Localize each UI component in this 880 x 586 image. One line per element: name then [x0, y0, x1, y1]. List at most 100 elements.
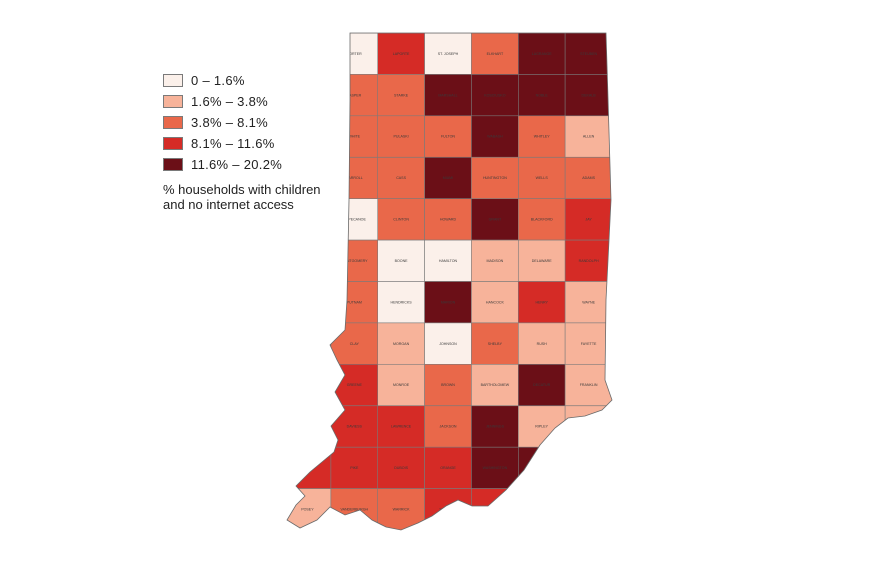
- county-label: CLARK: [536, 466, 549, 470]
- legend-caption: % households with children and no intern…: [163, 182, 363, 212]
- county-label: MIAMI: [443, 176, 453, 180]
- county-starke: [377, 74, 425, 117]
- county-kosciusko: [471, 74, 519, 117]
- county-label: HUNTINGTON: [483, 176, 507, 180]
- county-parke: [287, 281, 332, 324]
- legend-swatch: [163, 116, 183, 129]
- county-orange: [424, 446, 472, 489]
- county-st-joseph: [424, 33, 472, 75]
- county-label: WHITE: [349, 135, 361, 139]
- county-label: HENDRICKS: [391, 300, 413, 304]
- county-label: VANDERBURGH: [340, 508, 368, 512]
- county-benton: [287, 115, 332, 158]
- county-johnson: [424, 322, 472, 365]
- county-miami: [424, 157, 472, 200]
- legend-item: 11.6% – 20.2%: [163, 154, 282, 175]
- county-label: RANDOLPH: [579, 259, 599, 263]
- county-decatur: [517, 363, 566, 406]
- county-label: WARRICK: [393, 508, 410, 512]
- legend-item: 0 – 1.6%: [163, 70, 282, 91]
- county-label: PUTNAM: [347, 300, 362, 304]
- county-label: NEWTON: [299, 93, 315, 97]
- county-label: POSEY: [301, 508, 314, 512]
- county-pike: [330, 446, 379, 489]
- legend-swatch: [163, 74, 183, 87]
- county-layer: LAKE PORTER LAPORTE ST. JOSEPH ELKHART LAGRAN…: [287, 33, 612, 530]
- county-label: ELKHART: [487, 52, 504, 56]
- county-label: HENRY: [535, 300, 548, 304]
- county-vermillion: [287, 239, 332, 282]
- county-label: PARKE: [301, 300, 314, 304]
- county-floyd: [564, 488, 612, 530]
- county-hendricks: [377, 281, 425, 324]
- county-dekalb: [564, 74, 612, 117]
- county-label: HAMILTON: [439, 259, 458, 263]
- legend-label: 0 – 1.6%: [191, 73, 245, 88]
- county-label: MADISON: [487, 259, 504, 263]
- county-label: ADAMS: [582, 176, 595, 180]
- county-brown: [424, 363, 472, 406]
- county-label: LAPORTE: [393, 52, 410, 56]
- county-label: FLOYD: [583, 508, 595, 512]
- county-fulton: [424, 115, 472, 158]
- county-label: JAY: [585, 218, 592, 222]
- county-label: PORTER: [347, 52, 362, 56]
- county-dubois: [377, 446, 425, 489]
- county-perry: [471, 488, 519, 530]
- county-label: PIKE: [350, 466, 359, 470]
- county-noble: [517, 74, 566, 117]
- county-jackson: [424, 405, 472, 448]
- county-label: WABASH: [487, 135, 503, 139]
- county-hancock: [471, 281, 519, 324]
- county-label: FOUNTAIN: [298, 218, 317, 222]
- legend-swatch: [163, 158, 183, 171]
- county-label: KNOX: [302, 425, 313, 429]
- county-label: PULASKI: [394, 135, 409, 139]
- county-fountain: [287, 198, 332, 241]
- caption-line: % households with children: [163, 182, 321, 197]
- county-allen: [564, 115, 612, 158]
- county-label: ALLEN: [583, 135, 595, 139]
- county-harrison: [517, 488, 566, 530]
- county-spencer: [424, 488, 472, 530]
- county-label: LAGRANGE: [532, 52, 553, 56]
- county-newton: [287, 74, 332, 117]
- county-whitley: [517, 115, 566, 158]
- county-label: WARREN: [299, 176, 315, 180]
- legend-label: 1.6% – 3.8%: [191, 94, 269, 109]
- county-elkhart: [471, 33, 519, 75]
- county-label: PERRY: [489, 508, 502, 512]
- county-label: VERMILLION: [297, 259, 319, 263]
- county-shelby: [471, 322, 519, 365]
- county-label: SHELBY: [488, 342, 503, 346]
- county-dearborn: [564, 405, 612, 448]
- county-monroe: [377, 363, 425, 406]
- county-label: STARKE: [394, 93, 409, 97]
- county-label: SWITZERLAND: [576, 466, 602, 470]
- caption-line: and no internet access: [163, 197, 294, 212]
- county-clinton: [377, 198, 425, 241]
- county-label: GREENE: [347, 383, 363, 387]
- county-label: CLINTON: [393, 218, 409, 222]
- county-label: JASPER: [347, 93, 361, 97]
- county-wabash: [471, 115, 519, 158]
- county-cass: [377, 157, 425, 200]
- legend-item: 8.1% – 11.6%: [163, 133, 282, 154]
- county-lake: [287, 33, 332, 75]
- county-rush: [517, 322, 566, 365]
- legend-label: 11.6% – 20.2%: [191, 157, 283, 172]
- county-label: FRANKLIN: [580, 383, 598, 387]
- county-madison: [471, 239, 519, 282]
- county-label: RUSH: [537, 342, 548, 346]
- county-label: NOBLE: [536, 93, 549, 97]
- county-label: BENTON: [300, 135, 315, 139]
- county-jay: [564, 198, 612, 241]
- legend-label: 8.1% – 11.6%: [191, 136, 275, 151]
- county-label: GRANT: [489, 218, 502, 222]
- county-jennings: [471, 405, 519, 448]
- county-switzerland: [564, 446, 612, 489]
- county-label: DEKALB: [582, 93, 597, 97]
- county-label: DELAWARE: [532, 259, 553, 263]
- county-label: MONROE: [393, 383, 410, 387]
